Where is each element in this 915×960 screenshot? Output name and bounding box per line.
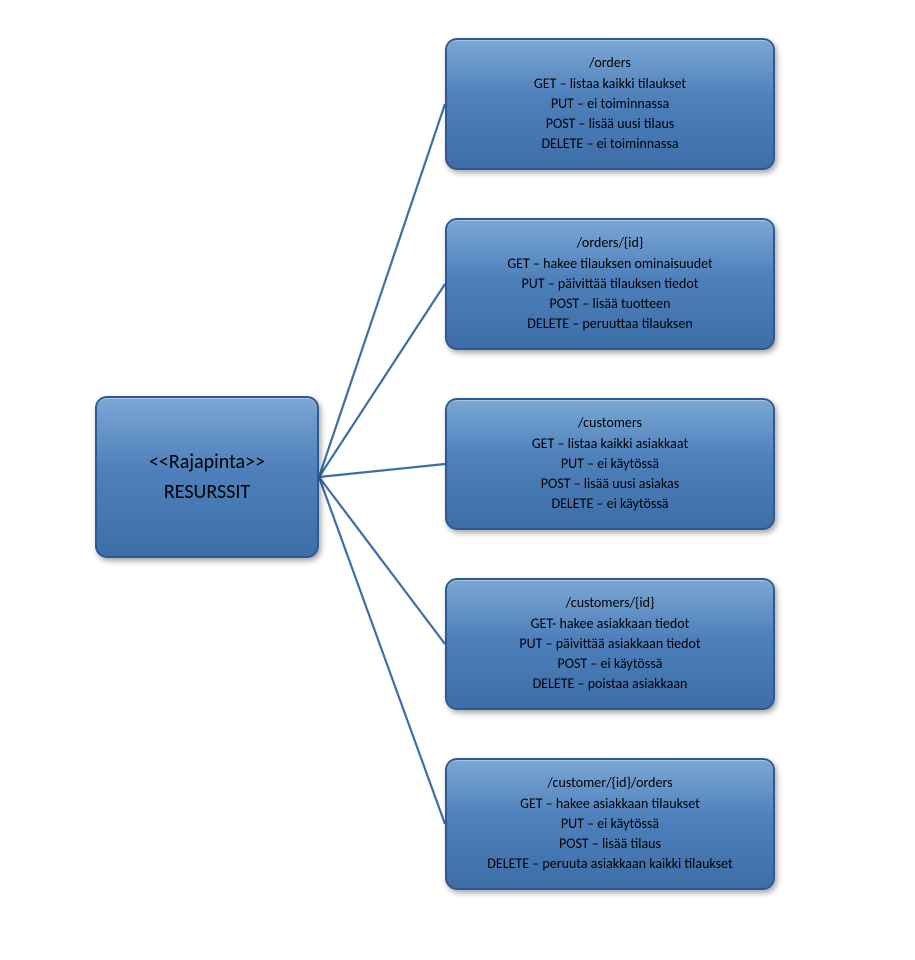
leaf-line: GET – listaa kaikki asiakkaat: [532, 434, 688, 454]
leaf-line: PUT – ei toiminnassa: [551, 94, 669, 114]
leaf-title: /customers: [578, 413, 642, 433]
leaf-node: /ordersGET – listaa kaikki tilauksetPUT …: [445, 38, 775, 170]
leaf-line: DELETE – ei käytössä: [551, 494, 668, 514]
leaf-title: /customers/{id}: [566, 593, 655, 613]
leaf-line: POST – lisää tuotteen: [550, 294, 671, 314]
leaf-node: /customersGET – listaa kaikki asiakkaatP…: [445, 398, 775, 530]
connector-line: [319, 477, 445, 644]
root-stereotype: <<Rajapinta>>: [149, 447, 265, 477]
leaf-line: POST – lisää uusi tilaus: [546, 114, 675, 134]
connector-line: [319, 104, 445, 477]
connector-line: [319, 477, 445, 824]
leaf-line: PUT – ei käytössä: [561, 454, 659, 474]
leaf-line: POST – lisää uusi asiakas: [541, 474, 679, 494]
leaf-line: DELETE – peruuta asiakkaan kaikki tilauk…: [487, 854, 732, 874]
leaf-line: PUT – päivittää tilauksen tiedot: [522, 274, 699, 294]
leaf-title: /orders/{id}: [577, 233, 643, 253]
leaf-line: DELETE – peruuttaa tilauksen: [527, 314, 692, 334]
leaf-title: /orders: [589, 53, 631, 73]
leaf-node: /customer/{id}/ordersGET – hakee asiakka…: [445, 758, 775, 890]
root-title: RESURSSIT: [164, 477, 250, 507]
leaf-line: GET – hakee asiakkaan tilaukset: [520, 794, 700, 814]
leaf-line: DELETE – ei toiminnassa: [541, 134, 678, 154]
leaf-line: DELETE – poistaa asiakkaan: [533, 674, 688, 694]
leaf-line: PUT – päivittää asiakkaan tiedot: [519, 634, 700, 654]
leaf-line: GET – listaa kaikki tilaukset: [534, 74, 686, 94]
leaf-node: /orders/{id}GET – hakee tilauksen ominai…: [445, 218, 775, 350]
connector-line: [319, 284, 445, 477]
leaf-line: POST – ei käytössä: [558, 654, 663, 674]
leaf-line: GET – hakee tilauksen ominaisuudet: [507, 254, 712, 274]
root-node: <<Rajapinta>>RESURSSIT: [95, 396, 319, 558]
leaf-line: POST – lisää tilaus: [559, 834, 661, 854]
leaf-line: GET- hakee asiakkaan tiedot: [531, 614, 690, 634]
connector-line: [319, 464, 445, 477]
leaf-line: PUT – ei käytössä: [561, 814, 659, 834]
leaf-title: /customer/{id}/orders: [547, 773, 672, 793]
leaf-node: /customers/{id}GET- hakee asiakkaan tied…: [445, 578, 775, 710]
